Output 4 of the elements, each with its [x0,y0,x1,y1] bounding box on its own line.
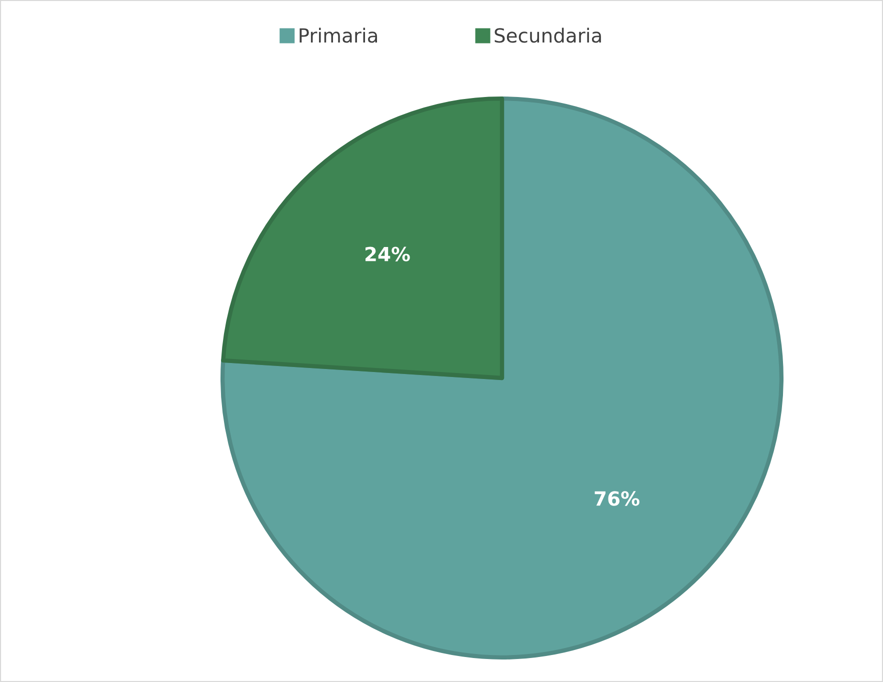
data-label: 76% [594,491,640,506]
data-label: 24% [366,246,410,262]
legend-label: Secundaria [494,28,601,43]
legend-label: Primaria [300,28,377,43]
